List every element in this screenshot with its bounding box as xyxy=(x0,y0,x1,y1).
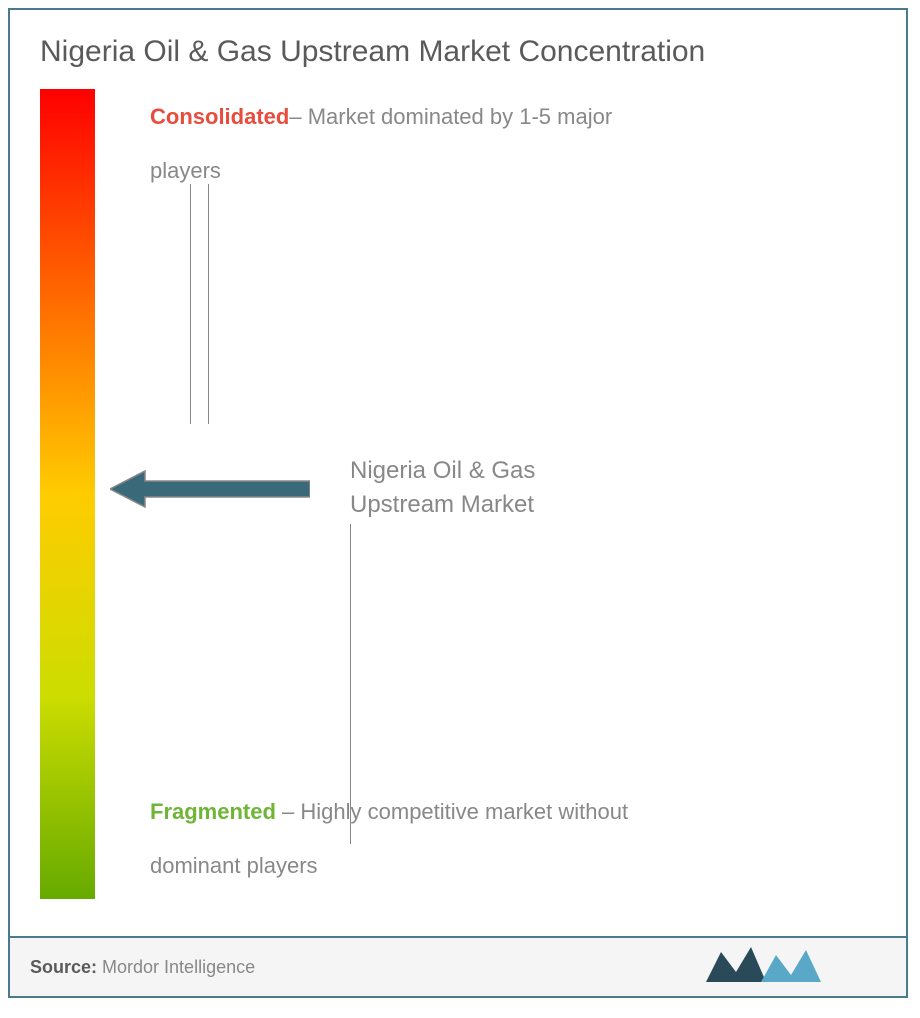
market-name-line2: Upstream Market xyxy=(350,488,535,522)
source-label: Source: xyxy=(30,957,97,977)
position-arrow xyxy=(110,469,310,509)
connector-line-top-1 xyxy=(190,184,191,424)
chart-container: Nigeria Oil & Gas Upstream Market Concen… xyxy=(8,8,908,998)
consolidated-description-line2: players xyxy=(150,158,876,184)
chart-content: Consolidated– Market dominated by 1-5 ma… xyxy=(10,89,906,909)
connector-line-bottom xyxy=(350,524,351,844)
source-attribution: Source: Mordor Intelligence xyxy=(30,957,255,978)
market-name-line1: Nigeria Oil & Gas xyxy=(350,454,535,488)
concentration-gradient-bar xyxy=(40,89,95,899)
consolidated-label: Consolidated xyxy=(150,104,289,129)
fragmented-label: Fragmented xyxy=(150,799,276,824)
fragmented-block: Fragmented – Highly competitive market w… xyxy=(150,799,876,879)
chart-title: Nigeria Oil & Gas Upstream Market Concen… xyxy=(10,10,906,89)
consolidated-block: Consolidated– Market dominated by 1-5 ma… xyxy=(150,104,876,184)
fragmented-description: – Highly competitive market without xyxy=(276,799,628,824)
fragmented-description-line2: dominant players xyxy=(150,853,876,879)
source-text: Mordor Intelligence xyxy=(97,957,255,977)
mordor-logo-icon xyxy=(706,947,886,987)
consolidated-description: – Market dominated by 1-5 major xyxy=(289,104,612,129)
connector-line-top-2 xyxy=(208,184,209,424)
market-name-label: Nigeria Oil & Gas Upstream Market xyxy=(350,454,535,521)
chart-footer: Source: Mordor Intelligence xyxy=(10,936,906,996)
